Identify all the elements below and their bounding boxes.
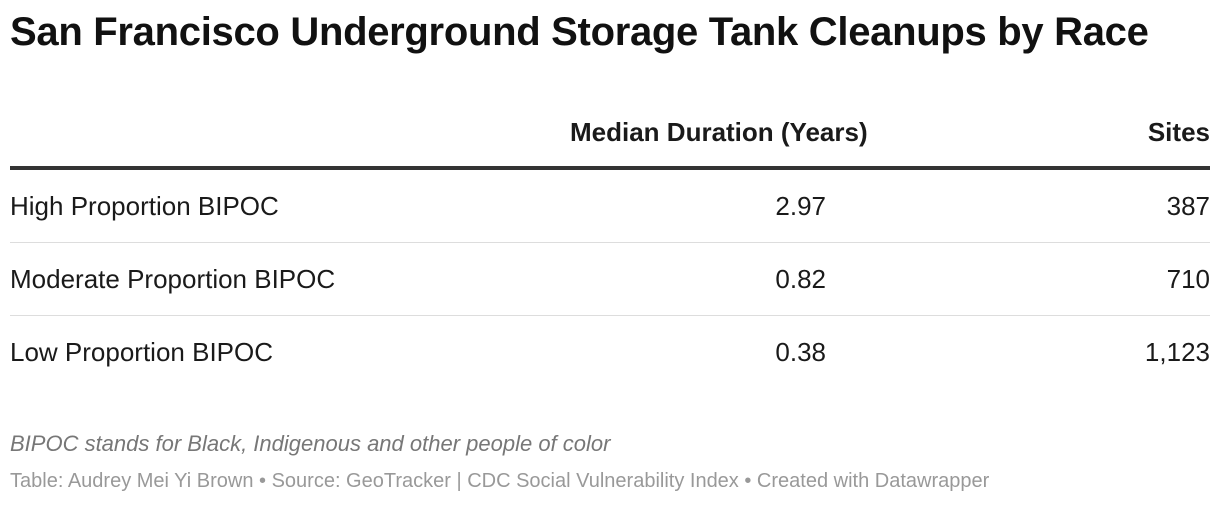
row-sites: 1,123 (1144, 336, 1210, 367)
row-category: High Proportion BIPOC (10, 168, 570, 243)
column-header-median-duration: Median Duration (Years) (570, 108, 868, 170)
table-row: Low Proportion BIPOC 0.38 1,123 (10, 316, 1210, 389)
data-table: Median Duration (Years) Sites High Propo… (10, 108, 1210, 388)
row-sites: 387 (826, 168, 1210, 243)
chart-title: San Francisco Underground Storage Tank C… (10, 10, 1149, 54)
table-header-row: Median Duration (Years) Sites (10, 108, 1210, 170)
column-header-category (10, 108, 570, 170)
row-category: Low Proportion BIPOC (10, 336, 274, 367)
row-category: Moderate Proportion BIPOC (10, 242, 570, 316)
row-sites: 710 (826, 242, 1210, 316)
chart-footer: Table: Audrey Mei Yi Brown • Source: Geo… (10, 470, 990, 492)
table-row: High Proportion BIPOC 2.97 387 (10, 168, 1210, 243)
row-median-duration: 0.38 (775, 336, 826, 367)
row-median-duration: 2.97 (570, 168, 826, 243)
table-row: Moderate Proportion BIPOC 0.82 710 (10, 242, 1210, 316)
column-header-sites: Sites (826, 108, 1210, 170)
chart-notes: BIPOC stands for Black, Indigenous and o… (10, 431, 611, 456)
row-median-duration: 0.82 (570, 242, 826, 316)
